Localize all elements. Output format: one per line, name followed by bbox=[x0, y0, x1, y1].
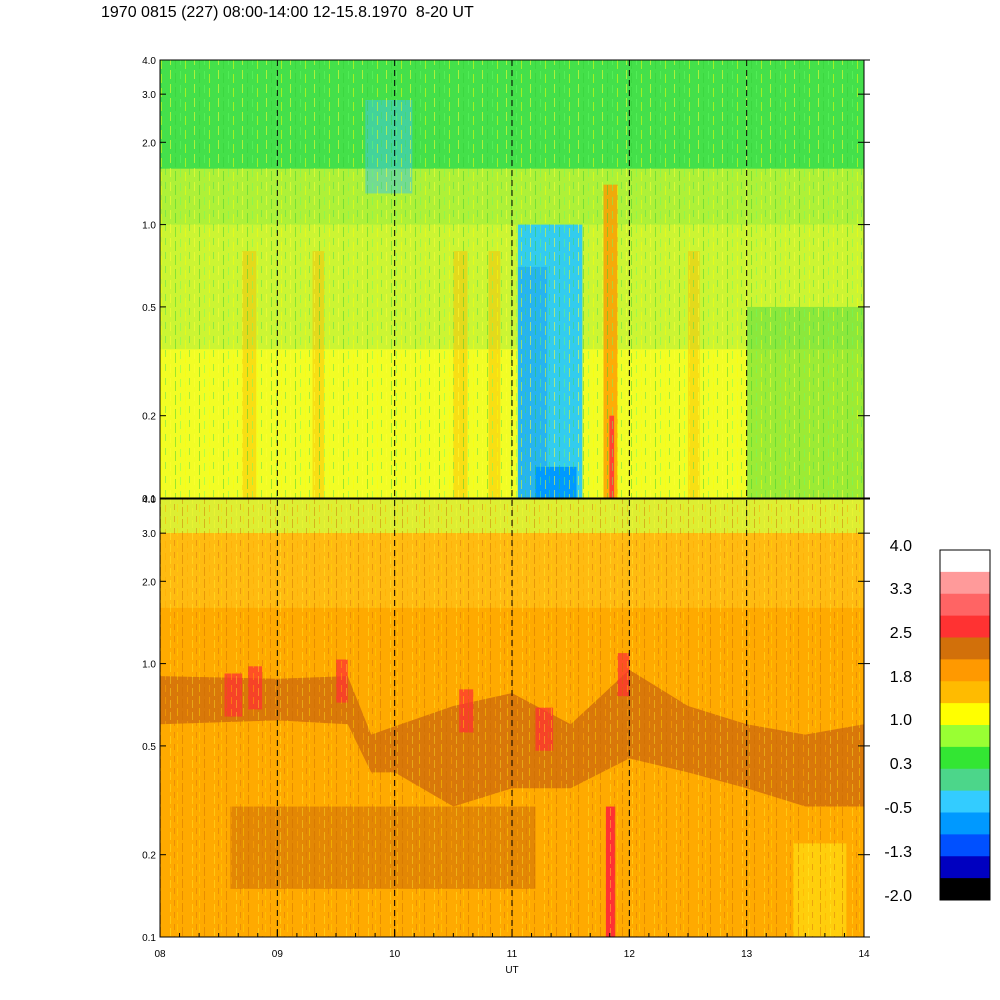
x-tick-label: 12 bbox=[624, 949, 636, 960]
top-panel-y-axis: 0.1 0.2 0.5 1.0 2.0 3.0 4.0 bbox=[142, 56, 870, 505]
colorbar-swatch bbox=[940, 812, 990, 835]
colorbar-tick-label: -1.3 bbox=[884, 844, 912, 861]
top-panel: 0.1 0.2 0.5 1.0 2.0 3.0 4.0 bbox=[142, 56, 870, 505]
colorbar-swatch bbox=[940, 615, 990, 638]
y-tick-label: 0.1 bbox=[142, 933, 156, 944]
x-tick-label: 09 bbox=[272, 949, 284, 960]
colorbar-tick-label: 3.3 bbox=[890, 581, 912, 598]
colorbar-swatch bbox=[940, 878, 990, 901]
bottom-panel: 0.1 0.2 0.5 1.0 2.0 3.0 4.0 bbox=[142, 495, 870, 944]
colorbar-tick-label: 1.0 bbox=[890, 712, 912, 729]
colorbar-tick-labels: 4.0 3.3 2.5 1.8 1.0 0.3 -0.5 -1.3 -2.0 bbox=[884, 538, 912, 905]
colorbar-tick-label: 4.0 bbox=[890, 538, 912, 555]
colorbar-swatch bbox=[940, 681, 990, 704]
colorbar-tick-label: -0.5 bbox=[884, 800, 912, 817]
y-tick-label: 0.2 bbox=[142, 412, 156, 423]
colorbar: 4.0 3.3 2.5 1.8 1.0 0.3 -0.5 -1.3 -2.0 bbox=[884, 538, 991, 905]
y-tick-label: 3.0 bbox=[142, 90, 156, 101]
chart-title: 1970 0815 (227) 08:00-14:00 12-15.8.1970… bbox=[101, 4, 474, 21]
x-axis-label: UT bbox=[505, 965, 518, 976]
y-tick-label: 2.0 bbox=[142, 138, 156, 149]
colorbar-swatch bbox=[940, 725, 990, 748]
colorbar-swatches bbox=[940, 550, 990, 901]
colorbar-tick-label: 0.3 bbox=[890, 756, 912, 773]
x-tick-label: 14 bbox=[858, 949, 870, 960]
bottom-panel-y-axis: 0.1 0.2 0.5 1.0 2.0 3.0 4.0 bbox=[142, 495, 870, 944]
colorbar-swatch bbox=[940, 593, 990, 617]
x-tick-label: 11 bbox=[507, 949, 518, 960]
y-tick-label: 4.0 bbox=[142, 495, 156, 506]
colorbar-tick-label: 2.5 bbox=[890, 625, 912, 642]
dashed-hour-gridlines bbox=[276, 60, 748, 937]
x-tick-label: 10 bbox=[389, 949, 401, 960]
colorbar-swatch bbox=[940, 790, 990, 813]
colorbar-swatch bbox=[940, 571, 990, 595]
y-tick-label: 4.0 bbox=[142, 56, 156, 67]
colorbar-swatch bbox=[940, 703, 990, 726]
colorbar-swatch bbox=[940, 550, 990, 573]
x-tick-label: 08 bbox=[154, 949, 166, 960]
colorbar-swatch bbox=[940, 856, 990, 879]
y-tick-label: 1.0 bbox=[142, 660, 156, 671]
y-tick-label: 0.5 bbox=[142, 303, 156, 314]
colorbar-tick-label: -2.0 bbox=[884, 888, 912, 905]
colorbar-swatch bbox=[940, 834, 990, 857]
y-tick-label: 3.0 bbox=[142, 529, 156, 540]
x-axis: 08 09 10 11 12 13 14 bbox=[154, 929, 870, 960]
x-tick-label: 13 bbox=[741, 949, 753, 960]
y-tick-label: 2.0 bbox=[142, 577, 156, 588]
y-tick-label: 0.5 bbox=[142, 742, 156, 753]
colorbar-frame bbox=[939, 549, 991, 901]
y-tick-label: 1.0 bbox=[142, 221, 156, 232]
y-tick-label: 0.2 bbox=[142, 851, 156, 862]
colorbar-tick-label: 1.8 bbox=[890, 669, 912, 686]
colorbar-swatch bbox=[940, 768, 990, 792]
colorbar-swatch bbox=[940, 746, 990, 770]
colorbar-swatch bbox=[940, 637, 990, 660]
y-tick-label: 0.1 bbox=[142, 494, 156, 505]
colorbar-swatch bbox=[940, 659, 990, 682]
